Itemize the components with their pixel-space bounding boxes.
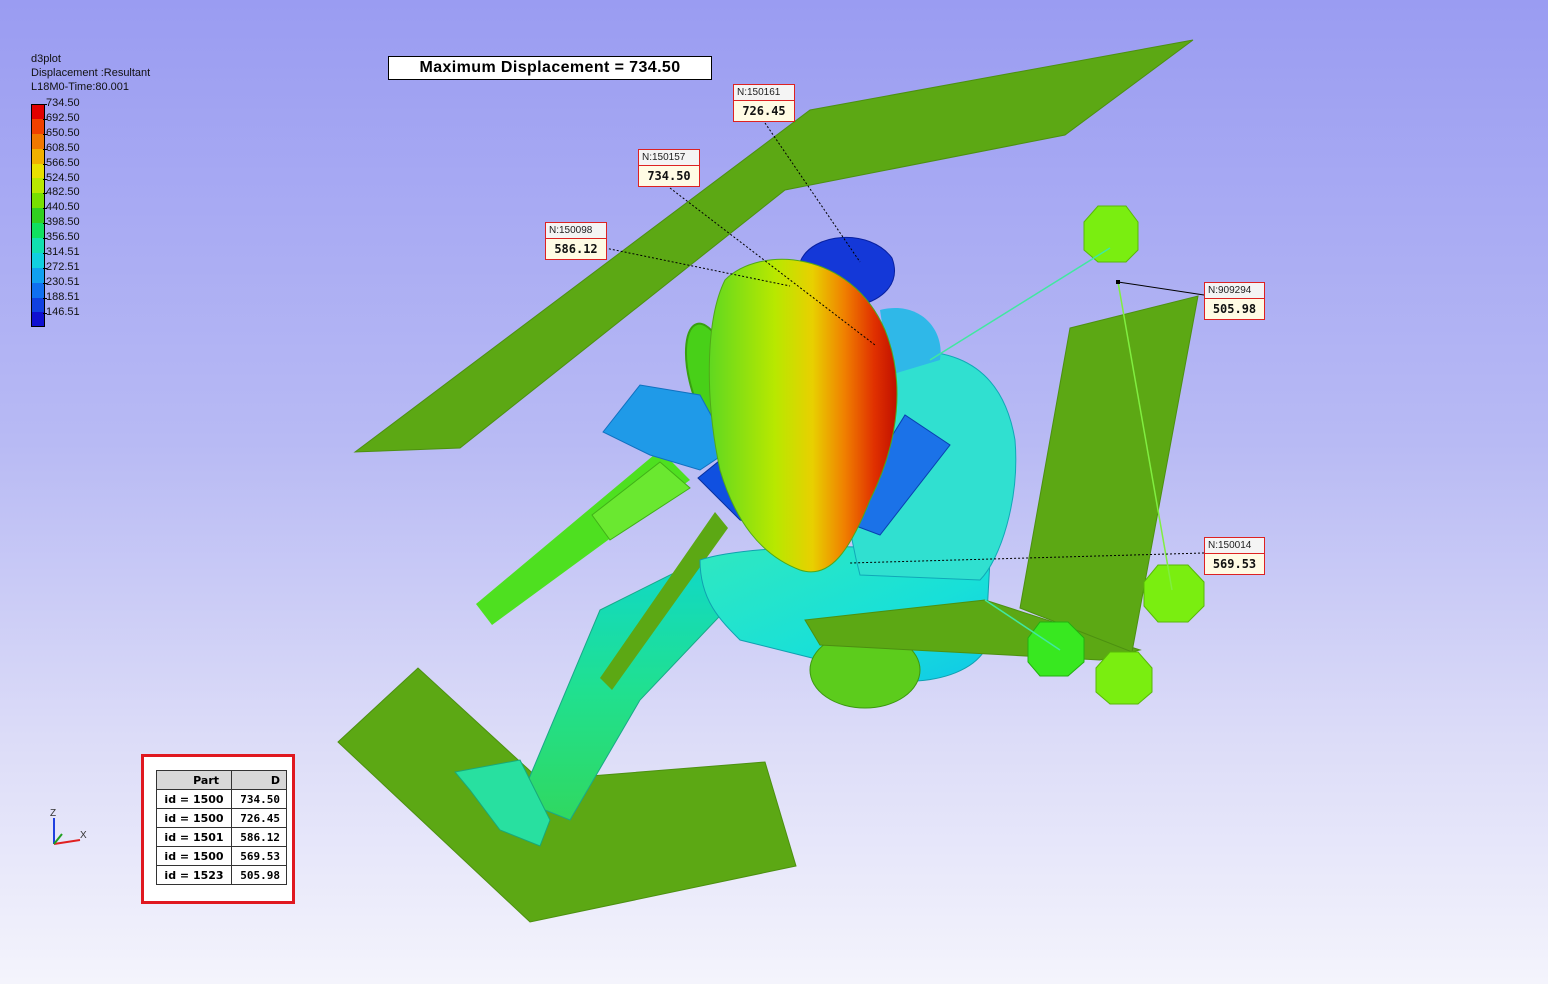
node-point xyxy=(1116,280,1120,284)
part-id-cell: id = 1500 xyxy=(156,808,232,828)
marker-octagon xyxy=(1143,564,1205,623)
col-header-part: Part xyxy=(156,770,232,790)
color-bar-tick-label: 272.51 xyxy=(43,260,80,273)
color-bar-tick-label: 608.50 xyxy=(43,141,80,154)
node-id: N:150161 xyxy=(733,84,795,101)
node-id: N:909294 xyxy=(1204,282,1265,299)
table-row: id = 1523 505.98 xyxy=(156,865,287,885)
color-bar-tick-label: 524.50 xyxy=(43,171,80,184)
part-id-cell: id = 1500 xyxy=(156,846,232,866)
dummy-shoulder xyxy=(880,308,941,375)
part-table-frame: Part D id = 1500 734.50 id = 1500 726.45… xyxy=(141,754,295,904)
node-value: 505.98 xyxy=(1204,299,1265,320)
col-header-d: D xyxy=(231,770,287,790)
marker-octagon xyxy=(1027,621,1085,677)
axis-x-label: X xyxy=(80,830,87,841)
color-bar-segment xyxy=(31,312,45,328)
airbag xyxy=(708,258,898,573)
node-tag[interactable]: N:150098 586.12 xyxy=(545,222,607,260)
belt-line xyxy=(1117,281,1173,591)
color-bar-tick-label: 482.50 xyxy=(43,186,80,199)
color-bar-segment xyxy=(31,163,45,179)
color-bar-tick-label: 230.51 xyxy=(43,275,80,288)
belt-line xyxy=(984,599,1061,651)
color-bar-segment xyxy=(31,282,45,298)
belt-line xyxy=(929,247,1111,361)
node-value: 586.12 xyxy=(545,239,607,260)
displacement-cell: 505.98 xyxy=(231,865,287,885)
legend-subtitle: Displacement :Resultant xyxy=(31,67,151,79)
color-bar-segment xyxy=(31,193,45,209)
color-bar-tick-label: 356.50 xyxy=(43,231,80,244)
displacement-cell: 734.50 xyxy=(231,789,287,809)
table-row: id = 1501 586.12 xyxy=(156,827,287,847)
leader-line xyxy=(764,122,861,263)
dummy-foot xyxy=(454,759,551,847)
color-bar-segment xyxy=(31,148,45,164)
knee-panel xyxy=(600,512,728,690)
color-bar-segment xyxy=(31,297,45,313)
table-row: id = 1500 726.45 xyxy=(156,808,287,828)
marker-octagon xyxy=(1095,651,1153,705)
table-row: id = 1500 569.53 xyxy=(156,846,287,866)
table-row: id = 1500 734.50 xyxy=(156,789,287,809)
node-tag[interactable]: N:909294 505.98 xyxy=(1204,282,1265,320)
node-value: 734.50 xyxy=(638,166,700,187)
color-bar-segment xyxy=(31,252,45,268)
color-bar-segment xyxy=(31,178,45,194)
axis-z-label: Z xyxy=(50,808,57,819)
color-bar-segment xyxy=(31,238,45,253)
color-bar-tick-label: 692.50 xyxy=(43,111,80,124)
part-id-cell: id = 1500 xyxy=(156,789,232,809)
color-bar-tick-label: 566.50 xyxy=(43,156,80,169)
color-bar-segment xyxy=(31,133,45,149)
color-bar-segment xyxy=(31,208,45,224)
legend-title: d3plot xyxy=(31,53,61,65)
color-bar-tick-label: 398.50 xyxy=(43,216,80,229)
color-bar-tick-label: 650.50 xyxy=(43,126,80,139)
leader-line xyxy=(849,552,1205,564)
node-id: N:150098 xyxy=(545,222,607,239)
axis-triad-icon xyxy=(53,818,81,845)
axis-triad: Z X xyxy=(44,808,94,852)
part-table: Part D id = 1500 734.50 id = 1500 726.45… xyxy=(156,770,287,885)
color-bar-tick-label: 734.50 xyxy=(43,97,80,109)
marker-octagon xyxy=(1083,205,1139,263)
node-id: N:150157 xyxy=(638,149,700,166)
leader-line xyxy=(1117,281,1205,296)
leader-line xyxy=(604,247,791,287)
displacement-cell: 726.45 xyxy=(231,808,287,828)
color-bar-tick-label: 314.51 xyxy=(43,246,80,258)
max-displacement-box: Maximum Displacement = 734.50 xyxy=(388,56,712,80)
color-bar-segment xyxy=(31,267,45,283)
color-bar xyxy=(31,104,45,328)
contour-legend: d3plot Displacement :Resultant L18M0-Tim… xyxy=(31,52,150,94)
leader-line xyxy=(669,187,876,346)
color-bar-segment xyxy=(31,223,45,239)
displacement-cell: 569.53 xyxy=(231,846,287,866)
color-bar-tick-label: 440.50 xyxy=(43,201,80,214)
node-value: 726.45 xyxy=(733,101,795,122)
legend-state: L18M0-Time:80.001 xyxy=(31,81,130,93)
node-tag[interactable]: N:150157 734.50 xyxy=(638,149,700,187)
node-tag[interactable]: N:150014 569.53 xyxy=(1204,537,1265,575)
color-bar-segment xyxy=(31,104,45,119)
roof-panel xyxy=(353,39,1194,453)
color-bar-tick-label: 188.51 xyxy=(43,290,80,303)
color-bar-segment xyxy=(31,118,45,134)
node-tag[interactable]: N:150161 726.45 xyxy=(733,84,795,122)
part-id-cell: id = 1523 xyxy=(156,865,232,885)
color-bar-tick-label: 146.51 xyxy=(43,305,80,318)
displacement-cell: 586.12 xyxy=(231,827,287,847)
steering-column-sleeve xyxy=(591,461,691,541)
part-id-cell: id = 1501 xyxy=(156,827,232,847)
node-value: 569.53 xyxy=(1204,554,1265,575)
node-id: N:150014 xyxy=(1204,537,1265,554)
